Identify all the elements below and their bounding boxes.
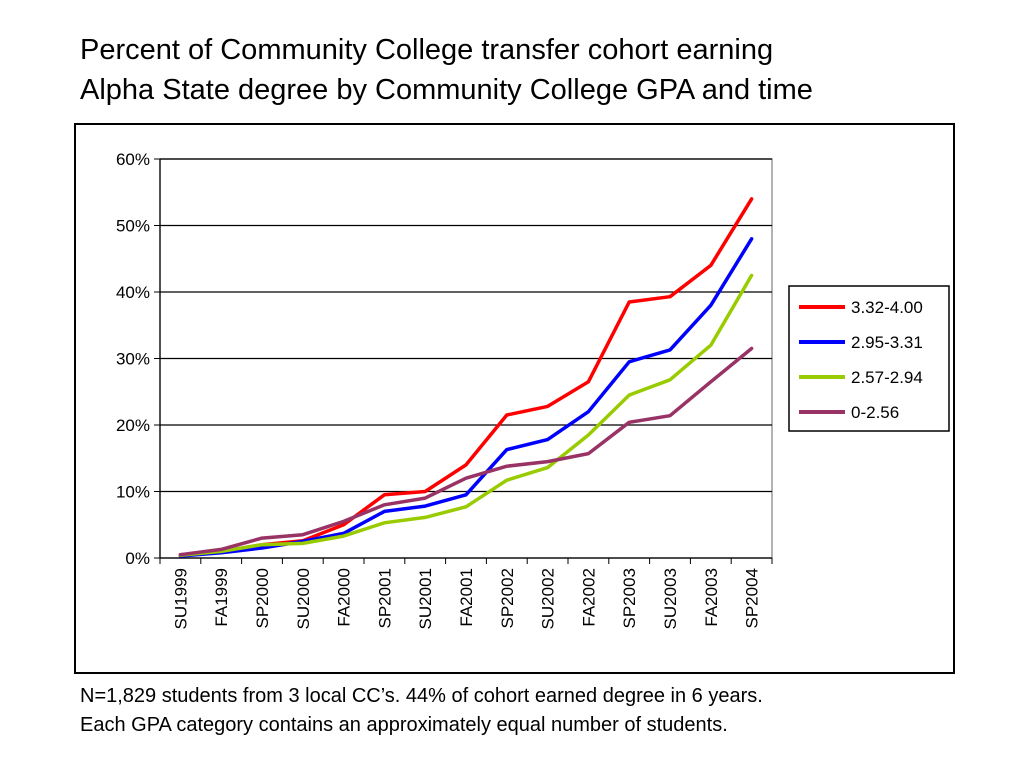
y-tick-label: 20% — [116, 416, 150, 435]
line-chart: 0% 10% 20% 30% 40% 50% 60% SU1999 FA1999 SP2000 SU… — [116, 150, 950, 629]
y-tick-label: 0% — [125, 549, 150, 568]
title-line-2: Alpha State degree by Community College … — [80, 74, 813, 106]
caption: N=1,829 students from 3 local CC’s. 44% … — [80, 682, 1000, 740]
x-tick-label: FA2003 — [702, 568, 721, 627]
y-tick-label: 40% — [116, 283, 150, 302]
x-tick-label: SU2003 — [661, 568, 680, 629]
x-tick-label: SP2003 — [620, 568, 639, 629]
caption-line-1: N=1,829 students from 3 local CC’s. 44% … — [80, 685, 763, 707]
x-tick-label: SP2002 — [498, 568, 517, 629]
chart-frame: 0% 10% 20% 30% 40% 50% 60% SU1999 FA1999 SP2000 SU… — [74, 123, 955, 674]
slide-title: Percent of Community College transfer co… — [80, 30, 980, 110]
x-tick-label: FA1999 — [212, 568, 231, 627]
y-tick-label: 10% — [116, 483, 150, 502]
x-tick-label: FA2000 — [335, 568, 354, 627]
x-tick-label: SU2002 — [539, 568, 558, 629]
x-tick-label: SU1999 — [171, 568, 190, 629]
y-tick-label: 30% — [116, 350, 150, 369]
series-line-2.57-2.94 — [178, 273, 754, 558]
x-tick-label: FA2001 — [457, 568, 476, 627]
legend — [788, 285, 950, 432]
legend-label: 2.57-2.94 — [851, 368, 923, 387]
legend-label: 3.32-4.00 — [851, 298, 923, 317]
legend-label: 2.95-3.31 — [851, 333, 923, 352]
x-tick-label: FA2002 — [579, 568, 598, 627]
x-tick-label: SP2001 — [375, 568, 394, 629]
x-tick-label: SU2000 — [294, 568, 313, 629]
x-tick-label: SP2004 — [743, 568, 762, 629]
legend-label: 0-2.56 — [851, 403, 899, 422]
title-line-1: Percent of Community College transfer co… — [80, 34, 774, 66]
y-tick-label: 50% — [116, 217, 150, 236]
series-line-0-2.56 — [178, 346, 754, 557]
series-line-3.32-4.00 — [178, 197, 754, 557]
caption-line-2: Each GPA category contains an approximat… — [80, 714, 728, 736]
x-tick-label: SP2000 — [253, 568, 272, 629]
x-tick-label: SU2001 — [416, 568, 435, 629]
y-tick-label: 60% — [116, 150, 150, 169]
